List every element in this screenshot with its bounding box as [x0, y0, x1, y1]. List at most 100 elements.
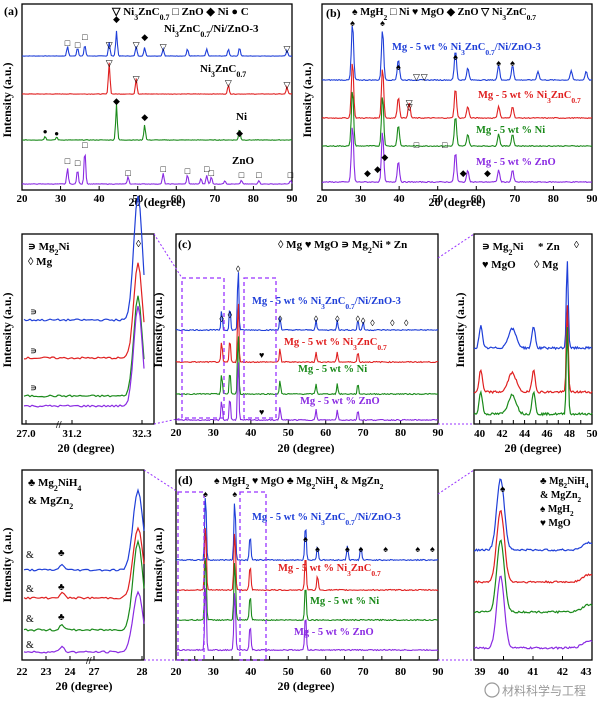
series-label-d: Mg - 5 wt % Ni	[310, 596, 379, 607]
panel-a-tag: (a)	[4, 4, 18, 18]
marker-mgh2: ♠	[500, 484, 506, 495]
panel-d-left-frame	[21, 469, 145, 661]
x-tick-label: 27	[89, 666, 101, 678]
zoom-connector	[153, 233, 183, 279]
marker-zno: ◆	[364, 168, 371, 178]
marker-mgh2: ♠	[496, 58, 501, 68]
panel-c-tag: (c)	[178, 237, 191, 251]
series-line-d-right	[473, 509, 593, 584]
marker-zno: ◆	[381, 152, 388, 162]
legend-item: ♠ MgH2	[540, 504, 574, 518]
marker-zno: ◆	[374, 164, 381, 174]
marker-mgh2: ♠	[345, 544, 350, 554]
zoom-connector	[437, 469, 475, 495]
series-line-b	[321, 91, 593, 148]
series-line-c-left	[23, 305, 145, 408]
series-label-b: Mg - 5 wt % ZnO	[476, 157, 556, 168]
marker-mgzn2: &	[26, 614, 34, 625]
marker-mg: ◊	[278, 314, 283, 324]
y-axis-label: Intensity (a.u.)	[300, 62, 314, 137]
marker-mg: ◊	[574, 240, 579, 251]
panel-d-tag: (d)	[178, 473, 193, 487]
marker-ni3znc: ▽	[133, 74, 140, 84]
series-line-d	[175, 557, 439, 622]
x-tick-label: 22	[17, 666, 29, 678]
marker-mg: ◊	[236, 264, 241, 274]
series-label-a: Ni	[236, 111, 247, 123]
series-label-d: Mg - 5 wt % Ni3ZnC0.7	[278, 563, 381, 578]
marker-mgh2: ♠	[430, 544, 435, 554]
series-line-c-left	[23, 262, 145, 360]
series-line-d-left	[23, 526, 145, 600]
series-line-a	[21, 62, 293, 95]
marker-ni: ◆	[141, 32, 148, 42]
x-tick-label: 30	[355, 193, 367, 205]
panel-a-legend: ▽ Ni3ZnC0.7 □ ZnO ◆ Ni ● C	[111, 6, 249, 22]
x-axis-label: 2θ (degree)	[128, 195, 185, 209]
x-tick-label: 30	[208, 666, 220, 678]
marker-ni3znc: ▽	[106, 58, 113, 68]
x-tick-label: 48	[564, 428, 576, 440]
marker-mg: ◊	[335, 314, 340, 324]
marker-mgh2: ♠	[415, 544, 420, 554]
series-label-b: Mg - 5 wt % Ni3ZnC0.7/Ni/ZnO-3	[392, 42, 541, 57]
marker-mgh2: ♠	[396, 62, 401, 72]
panel-b-tag: (b)	[326, 6, 341, 20]
marker-ni3znc: ▽	[133, 40, 140, 50]
marker-zno: □	[75, 40, 81, 50]
panel-b-legend: ♠ MgH2 □ Ni ♥ MgO ◆ ZnO ▽ Ni3ZnC0.7	[352, 7, 536, 22]
marker-mg: ◊	[356, 314, 361, 324]
marker-zno: □	[65, 38, 71, 48]
marker-mgh2: ♠	[359, 544, 364, 554]
x-tick-label: 90	[587, 193, 599, 205]
x-tick-label: 40	[245, 427, 257, 439]
series-line-d	[175, 588, 439, 652]
marker-ni: □	[442, 140, 448, 150]
x-axis-label: 2θ (degree)	[504, 441, 561, 455]
x-tick-label: 30	[208, 427, 220, 439]
x-tick-label: 40	[498, 666, 510, 678]
x-tick-label: 46	[542, 428, 554, 440]
panel-a-frame	[21, 3, 293, 191]
x-tick-label: 40	[94, 193, 106, 205]
x-axis-label: 2θ (degree)	[55, 679, 112, 693]
marker-mg: ◊	[228, 310, 233, 320]
marker-ni: ◆	[141, 112, 148, 122]
legend-item: ♥ MgO	[482, 259, 516, 271]
x-tick-label: 28	[137, 666, 149, 678]
axis-break: //	[85, 656, 92, 667]
x-tick-label: 42	[557, 666, 569, 678]
panel-b-frame	[321, 3, 593, 191]
y-axis-label: Intensity (a.u.)	[0, 527, 14, 602]
legend-item: ◊ Mg	[28, 256, 53, 268]
watermark-text: 材料科学与工程	[502, 683, 586, 698]
series-line-c	[175, 272, 439, 332]
marker-mg2ni: ∍	[30, 307, 37, 318]
marker-zno: □	[125, 168, 131, 178]
marker-zno: □	[185, 166, 191, 176]
series-line-a	[21, 153, 293, 185]
series-label-c: Mg - 5 wt % Ni3ZnC0.7	[284, 337, 387, 352]
x-tick-label: 20	[317, 193, 329, 205]
x-tick-label: 30	[55, 193, 67, 205]
x-tick-label: 70	[358, 427, 370, 439]
y-axis-label: Intensity (a.u.)	[0, 62, 14, 137]
x-tick-label: 44	[519, 428, 531, 440]
marker-zno: □	[160, 164, 166, 174]
series-label-d: Mg - 5 wt % ZnO	[294, 627, 374, 638]
x-tick-label: 20	[17, 193, 29, 205]
series-label-c: Mg - 5 wt % Ni	[298, 364, 367, 375]
series-line-c-right	[473, 261, 592, 351]
marker-ni3znc: ▽	[421, 72, 428, 82]
marker-zno: ◆	[460, 168, 467, 178]
marker-ni3znc: ▽	[406, 98, 413, 108]
marker-zno: □	[65, 156, 71, 166]
marker-mgo: ♥	[259, 350, 264, 360]
series-line-a	[22, 103, 293, 141]
marker-ni3znc: ▽	[160, 42, 167, 52]
x-axis-label: 2θ (degree)	[277, 441, 334, 455]
marker-mgh2: ♠	[383, 544, 388, 554]
marker-mg: ◊	[219, 314, 224, 324]
x-tick-label: 70	[509, 193, 521, 205]
marker-ni3znc: ▽	[413, 72, 420, 82]
